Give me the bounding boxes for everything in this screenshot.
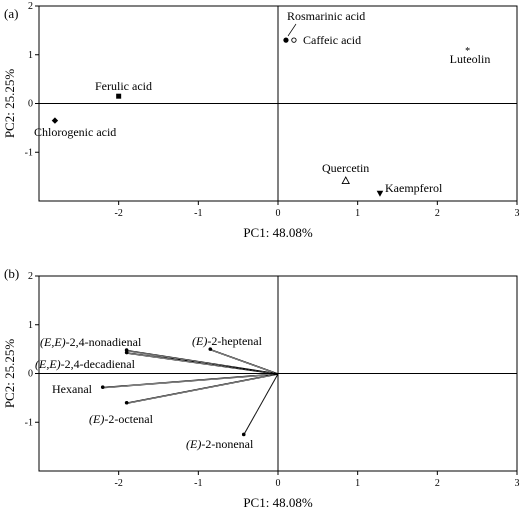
x-tick-label: 3: [515, 208, 520, 219]
point-label: Kaempferol: [385, 181, 443, 195]
loading-vector-shadow: [102, 374, 279, 389]
y-axis-title: PC2: 25.25%: [2, 69, 17, 139]
label-suffix: -2,4-nonadienal: [66, 335, 142, 349]
marker-diamond: [51, 117, 59, 124]
loading-point: [124, 350, 129, 355]
loading-vector: [126, 373, 279, 404]
label-suffix: -2-nonenal: [201, 437, 254, 451]
marker-open-circle: [291, 37, 297, 43]
label-prefix: (E,E): [40, 335, 66, 349]
loading-vector-shadow: [243, 374, 279, 436]
x-tick-label: -1: [194, 478, 202, 489]
y-axis-title: PC2: 25.25%: [2, 339, 17, 409]
label-suffix: -2,4-decadienal: [61, 357, 136, 371]
point-label: Rosmarinic acid: [287, 9, 365, 23]
loading-vector: [243, 373, 279, 435]
x-axis-title: PC1: 48.08%: [243, 495, 313, 510]
loading-point: [208, 347, 213, 351]
point-label: Quercetin: [322, 161, 369, 175]
loading-label: (E,E)-2,4-decadienal: [35, 357, 136, 371]
label-prefix: (E,E): [35, 357, 61, 371]
marker-filled-down-triangle: [376, 190, 384, 197]
x-tick-label: 3: [515, 478, 520, 489]
marker-square: [116, 93, 122, 99]
panel-label: (a): [4, 6, 18, 21]
y-tick-label: 0: [28, 369, 33, 380]
point-label: Ferulic acid: [95, 79, 152, 93]
marker-open-triangle: [341, 176, 350, 184]
loading-vector: [126, 352, 279, 374]
y-tick-label: -1: [25, 417, 33, 428]
label-suffix: -2-octenal: [104, 412, 153, 426]
label-suffix: -2-heptenal: [207, 334, 262, 348]
x-tick-label: 2: [435, 208, 440, 219]
x-tick-label: -2: [114, 208, 122, 219]
x-tick-label: -2: [114, 478, 122, 489]
y-tick-label: -1: [25, 147, 33, 158]
label-suffix: Hexanal: [52, 382, 93, 396]
loading-label: Hexanal: [52, 382, 93, 396]
label-prefix: (E): [192, 334, 207, 348]
loading-vector: [210, 348, 279, 374]
loading-point: [124, 400, 129, 405]
x-tick-label: 1: [355, 208, 360, 219]
x-tick-label: 2: [435, 478, 440, 489]
loading-vector: [126, 349, 279, 374]
point-label: Caffeic acid: [303, 33, 361, 47]
pca-panel-b: -2 -1 0 1 2 3 -1 0 1 2 (b) PC1: 48.08% PC2: 25.25% (E…: [2, 266, 520, 510]
x-tick-label: 0: [276, 478, 281, 489]
label-prefix: (E): [89, 412, 104, 426]
x-axis-title: PC1: 48.08%: [243, 225, 313, 240]
loading-vector-shadow: [210, 349, 279, 375]
x-tick-label: 0: [276, 208, 281, 219]
loading-label: (E)-2-octenal: [89, 412, 154, 426]
x-tick-label: -1: [194, 208, 202, 219]
point-label: Luteolin: [450, 52, 491, 66]
y-tick-label: 1: [28, 320, 33, 331]
loading-vector-shadow: [126, 353, 279, 375]
label-prefix: (E): [186, 437, 201, 451]
point-label: Chlorogenic acid: [34, 125, 116, 139]
x-tick-label: 1: [355, 478, 360, 489]
loading-label: (E)-2-nonenal: [186, 437, 254, 451]
y-tick-label: 2: [28, 1, 33, 12]
y-tick-label: 0: [28, 99, 33, 110]
loading-label: (E)-2-heptenal: [192, 334, 263, 348]
y-tick-label: 1: [28, 50, 33, 61]
loading-vector: [102, 373, 279, 388]
loading-point: [241, 432, 246, 437]
panel-label: (b): [4, 266, 19, 281]
marker-filled-circle: [283, 37, 289, 43]
loading-label: (E,E)-2,4-nonadienal: [40, 335, 142, 349]
pca-panel-a: -2 -1 0 1 2 3 -1 0 1 2 (a) PC1: 48.08% PC2: 25.25% Ro…: [2, 1, 520, 240]
y-tick-label: 2: [28, 271, 33, 282]
marker-star: *: [465, 46, 470, 57]
loading-vector-shadow: [126, 374, 279, 404]
label-leader: [287, 23, 297, 37]
loading-point: [100, 385, 105, 389]
